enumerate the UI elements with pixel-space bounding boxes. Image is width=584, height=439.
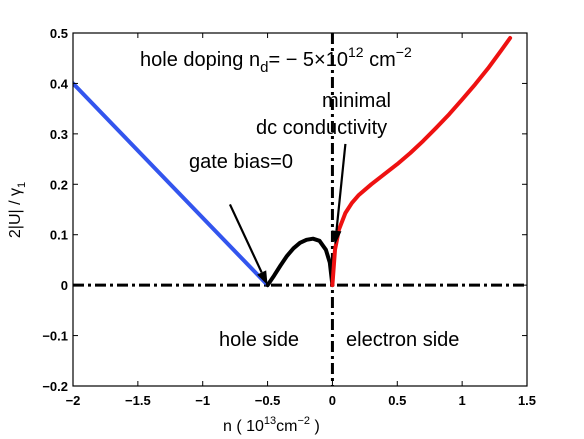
x-tick-label: 0 [329,393,336,408]
x-tick-label: 1.5 [518,393,536,408]
annotation-arrow-1 [228,203,268,286]
x-axis: −2 −1.5 −1 −0.5 0 0.5 1 1.5 [66,33,536,408]
x-tick-label: −0.5 [255,393,281,408]
plot-frame [72,32,528,387]
x-tick-label: −1 [195,393,210,408]
x-tick-label: 1 [459,393,466,408]
y-tick-label: 0.2 [50,177,68,192]
plot-area [73,33,527,386]
electron-side-annotation: electron side [346,329,459,351]
y-axis: −0.2 −0.1 0 0.1 0.2 0.3 0.4 0.5 [42,26,527,394]
y-tick-label: 0.3 [50,127,68,142]
y-tick-label: 0 [61,278,68,293]
series-layer [73,36,513,288]
x-tick-label: −2 [66,393,81,408]
doping-annotation: hole doping nd= − 5×1012 cm−2 [140,44,412,76]
y-tick-label: −0.1 [42,329,68,344]
series-line-2 [265,236,335,288]
arrows-layer [228,143,347,286]
dc-conductivity-annotation: dc conductivity [256,117,387,139]
x-tick-label: −1.5 [125,393,151,408]
x-tick-label: 0.5 [388,393,406,408]
y-tick-label: 0.1 [50,228,68,243]
reference-lines [73,33,527,386]
y-tick-label: −0.2 [42,379,68,394]
hole-side-annotation: hole side [219,329,299,351]
y-tick-label: 0.4 [50,76,69,91]
y-axis-label: 2|U| / γ1 [7,182,28,238]
annotation-arrow-2 [331,143,347,245]
gate-bias-annotation: gate bias=0 [189,151,293,173]
series-line-1 [73,81,270,288]
y-tick-label: 0.5 [50,26,68,41]
minimal-annotation: minimal [322,90,391,112]
x-axis-label: n ( 1013cm−2 ) [223,415,320,435]
series-line-3 [330,36,513,288]
